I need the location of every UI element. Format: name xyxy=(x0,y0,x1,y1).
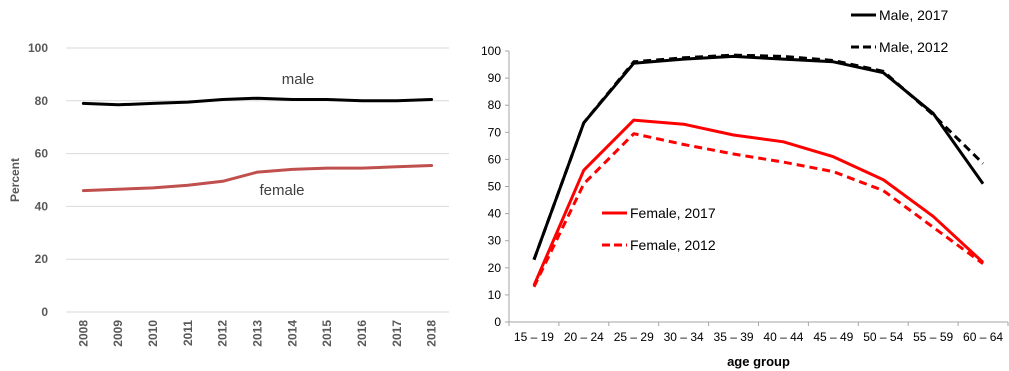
y-tick-label: 60 xyxy=(488,152,502,166)
x-tick-label: 15 – 19 xyxy=(514,330,554,344)
x-tick-label: 20 – 24 xyxy=(564,330,604,344)
y-tick-label: 100 xyxy=(481,44,501,58)
series-line-female-2017 xyxy=(532,118,985,286)
series-line-male xyxy=(81,96,434,107)
y-tick-label: 0 xyxy=(494,315,501,329)
left-chart: 0 20 40 60 80 100 Percent 2008 2009 2010 2011 2012 2… xyxy=(8,41,449,347)
y-tick-label: 50 xyxy=(488,180,502,194)
x-tick-label: 2009 xyxy=(111,320,125,347)
legend-label-male-2017: Male, 2017 xyxy=(879,7,948,23)
y-tick-label: 40 xyxy=(35,199,49,213)
y-axis-label: Percent xyxy=(8,158,22,202)
legend-label-male-2012: Male, 2012 xyxy=(879,39,948,55)
x-tick-label: 2014 xyxy=(285,320,299,347)
annotation-female: female xyxy=(259,182,304,199)
x-tick-label: 55 – 59 xyxy=(913,330,953,344)
series-line-female xyxy=(81,164,434,193)
x-tick-label: 2012 xyxy=(216,320,230,347)
y-tick-label: 100 xyxy=(28,41,48,55)
x-tick-label: 2011 xyxy=(181,320,195,346)
y-tick-label: 60 xyxy=(35,147,49,161)
x-tick-label: 2016 xyxy=(355,320,369,347)
right-chart: 0 10 20 30 40 50 60 70 80 90 100 15 – 19 20 – 24 25 –… xyxy=(481,7,1009,369)
series-line-female-2012 xyxy=(532,132,984,288)
x-tick-label: 25 – 29 xyxy=(614,330,654,344)
y-tick-label: 80 xyxy=(35,94,49,108)
y-tick-label: 20 xyxy=(35,252,49,266)
x-tick-label: 35 – 39 xyxy=(714,330,754,344)
y-tick-label: 10 xyxy=(488,288,502,302)
legend-label-female-2017: Female, 2017 xyxy=(630,205,716,221)
x-tick-label: 2018 xyxy=(425,320,439,347)
y-tick-label: 90 xyxy=(488,71,502,85)
x-tick-label: 2015 xyxy=(320,320,334,347)
x-tick-label: 40 – 44 xyxy=(763,330,803,344)
y-tick-label: 70 xyxy=(488,125,502,139)
legend-label-female-2012: Female, 2012 xyxy=(630,237,716,253)
y-tick-label: 80 xyxy=(488,98,502,112)
x-tick-label: 2013 xyxy=(251,320,265,347)
y-tick-label: 0 xyxy=(41,305,48,319)
x-tick-label: 2017 xyxy=(390,320,404,347)
y-tick-label: 40 xyxy=(488,207,502,221)
y-tick-label: 30 xyxy=(488,234,502,248)
x-axis-label: age group xyxy=(727,354,790,369)
annotation-male: male xyxy=(282,71,315,88)
y-tick-label: 20 xyxy=(488,261,502,275)
x-tick-label: 50 – 54 xyxy=(863,330,903,344)
x-tick-label: 2008 xyxy=(76,320,90,347)
x-tick-label: 60 – 64 xyxy=(963,330,1003,344)
series-line-male-2017 xyxy=(532,54,985,261)
x-tick-label: 2010 xyxy=(146,320,160,347)
x-tick-label: 45 – 49 xyxy=(813,330,853,344)
x-tick-label: 30 – 34 xyxy=(664,330,704,344)
